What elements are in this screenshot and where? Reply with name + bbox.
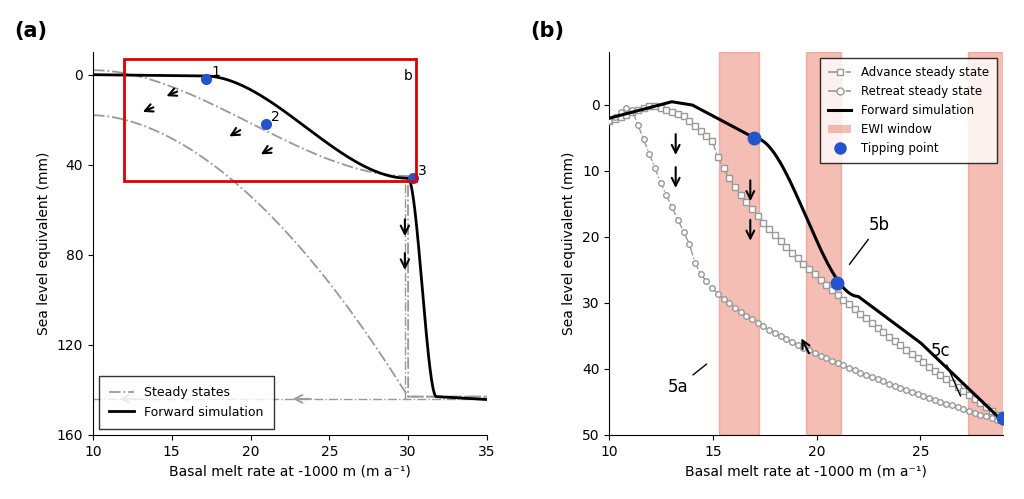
Bar <box>719 52 759 435</box>
Legend: Advance steady state, Retreat steady state, Forward simulation, EWI window, Tipp: Advance steady state, Retreat steady sta… <box>819 58 997 163</box>
Text: (b): (b) <box>530 21 564 41</box>
Bar <box>125 59 416 181</box>
Y-axis label: Sea level equivalent (mm): Sea level equivalent (mm) <box>37 152 51 335</box>
X-axis label: Basal melt rate at -1000 m (m a⁻¹): Basal melt rate at -1000 m (m a⁻¹) <box>169 464 411 478</box>
Bar <box>806 52 842 435</box>
Text: 3: 3 <box>418 164 426 178</box>
Legend: Steady states, Forward simulation: Steady states, Forward simulation <box>99 376 273 429</box>
Y-axis label: Sea level equivalent (mm): Sea level equivalent (mm) <box>562 152 577 335</box>
Text: 5c: 5c <box>931 342 961 396</box>
Text: (a): (a) <box>14 21 47 41</box>
Text: b: b <box>403 69 413 83</box>
Text: 1: 1 <box>211 65 220 79</box>
Text: 5a: 5a <box>668 364 707 396</box>
Text: 5b: 5b <box>849 217 890 264</box>
Text: 2: 2 <box>271 110 280 124</box>
Bar <box>968 52 1004 435</box>
X-axis label: Basal melt rate at -1000 m (m a⁻¹): Basal melt rate at -1000 m (m a⁻¹) <box>685 464 927 478</box>
